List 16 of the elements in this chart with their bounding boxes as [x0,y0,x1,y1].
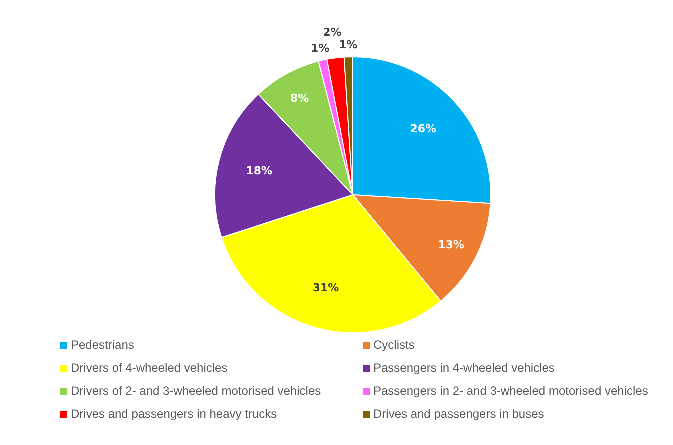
legend-label: Drivers of 4-wheeled vehicles [71,361,228,375]
legend-label: Passengers in 2- and 3-wheeled motorised vehicles [374,384,648,398]
legend-label: Cyclists [374,338,415,352]
data-label: 26% [410,122,437,136]
data-label: 31% [312,281,340,294]
data-label: 1% [338,38,358,52]
data-label: 2% [323,26,342,39]
legend-label: Pedestrians [71,338,134,352]
data-label: 8% [290,92,310,105]
data-label: 13% [438,238,465,252]
legend-label: Drivers of 2- and 3-wheeled motorised vehicles [71,384,322,398]
data-label: 1% [310,42,330,56]
legend-label: Drives and passengers in buses [374,407,544,421]
legend-label: Drives and passengers in heavy trucks [71,407,278,421]
data-label: 18% [246,164,273,178]
legend-label: Passengers in 4-wheeled vehicles [374,361,555,375]
